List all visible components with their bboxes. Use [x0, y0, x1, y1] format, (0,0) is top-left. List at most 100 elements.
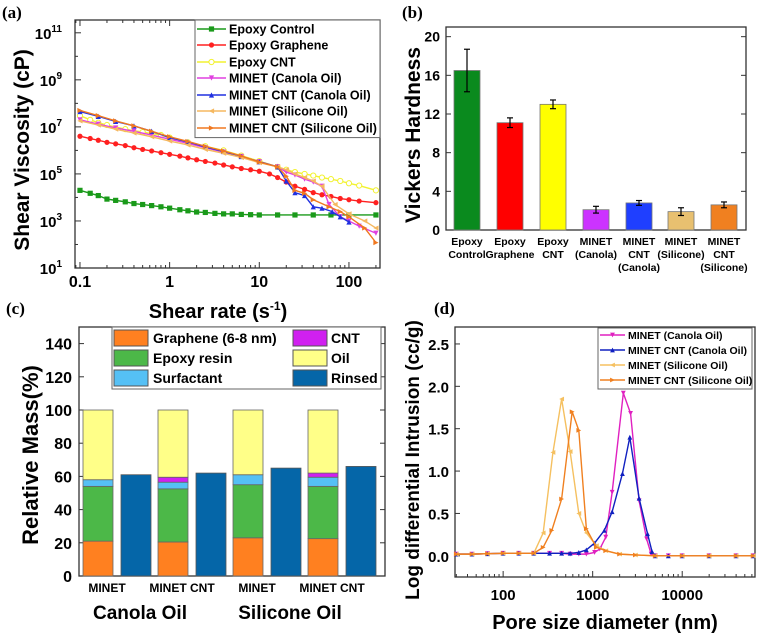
data-point — [104, 139, 110, 145]
data-point — [274, 174, 281, 181]
data-point — [292, 190, 298, 196]
data-point — [356, 198, 362, 204]
data-point — [131, 145, 137, 151]
data-point — [733, 553, 739, 559]
data-point — [248, 212, 254, 218]
data-point — [319, 205, 325, 211]
data-point — [373, 200, 379, 206]
y-tick-label: 1.0 — [428, 464, 449, 481]
y-tick-label: 12 — [424, 106, 440, 122]
error-bar — [678, 207, 684, 217]
data-point — [337, 177, 344, 185]
y-tick-label: 120 — [45, 370, 72, 387]
legend-swatch — [113, 349, 149, 367]
data-point — [567, 550, 573, 556]
data-point — [356, 182, 363, 189]
legend-marker — [610, 362, 615, 368]
data-point — [221, 150, 227, 156]
y-tick-label: 60 — [54, 469, 72, 486]
data-point — [649, 549, 655, 554]
y-tick-label: 100 — [45, 403, 72, 420]
data-point — [256, 168, 262, 174]
data-point — [310, 190, 316, 196]
data-point — [318, 174, 326, 181]
data-point — [221, 211, 227, 217]
data-point — [185, 138, 191, 145]
data-point — [567, 449, 573, 454]
legend-label: CNT — [331, 330, 360, 346]
data-point — [122, 199, 128, 205]
data-point — [274, 212, 281, 218]
data-point — [167, 205, 173, 211]
x-tick-label: 0.1 — [69, 274, 91, 291]
legend-label: Rinsed — [331, 370, 378, 386]
data-point — [177, 153, 183, 159]
y-tick-label: 101 — [40, 259, 63, 278]
data-point — [167, 138, 173, 144]
data-point — [95, 137, 101, 143]
x-tick-label: Control — [448, 249, 485, 261]
panel-label-a: (a) — [2, 3, 22, 22]
error-bar — [593, 205, 599, 214]
data-point — [158, 204, 164, 210]
data-point — [113, 126, 119, 132]
legend-label: MINET (Silicone Oil) — [229, 105, 348, 119]
data-point — [500, 550, 506, 556]
stacked-segment — [307, 538, 339, 577]
data-point — [540, 544, 546, 550]
data-point — [256, 212, 262, 218]
y-axis-label: Relative Mass(%) — [18, 365, 43, 545]
data-point — [337, 195, 343, 202]
data-point — [636, 495, 642, 501]
x-tick-label: 10000 — [661, 587, 703, 604]
legend-marker — [610, 377, 615, 383]
data-point — [559, 550, 565, 556]
data-point — [140, 146, 146, 153]
stacked-segment — [157, 476, 189, 483]
data-point — [319, 192, 325, 198]
legend-marker — [208, 75, 215, 81]
data-point — [576, 427, 582, 433]
legend-marker — [208, 108, 215, 114]
bar — [453, 70, 481, 231]
data-point — [310, 172, 317, 179]
data-point — [345, 180, 353, 187]
legend-marker — [208, 92, 215, 98]
legend-label: MINET (Canola Oil) — [229, 72, 342, 86]
data-point — [185, 155, 191, 161]
data-point — [644, 536, 649, 542]
x-tick-label: MINET CNT — [149, 581, 215, 595]
x-axis-label: Pore size diameter (nm) — [492, 612, 718, 634]
legend-label: Graphene (6-8 nm) — [153, 330, 277, 346]
data-point — [266, 171, 273, 177]
data-point — [167, 134, 173, 140]
plot-area-b — [445, 26, 747, 231]
data-point — [531, 550, 537, 556]
group-label: Canola Oil — [93, 603, 187, 624]
data-point — [332, 201, 338, 208]
data-point — [202, 158, 208, 165]
data-point — [706, 553, 712, 559]
panel-label-c: (c) — [6, 299, 25, 318]
y-tick-label: 1011 — [35, 24, 63, 43]
data-point — [550, 450, 556, 455]
stacked-segment — [307, 476, 339, 487]
data-point — [645, 531, 650, 537]
x-tick-label: (Silicone) — [700, 262, 747, 274]
data-point — [238, 153, 244, 159]
stacked-segment — [232, 484, 264, 539]
data-point — [149, 148, 155, 154]
data-point — [540, 530, 546, 536]
data-point — [329, 208, 335, 215]
series-3 — [453, 409, 756, 559]
stacked-segment — [232, 409, 264, 476]
data-point — [113, 141, 119, 147]
data-point — [248, 167, 254, 173]
data-point — [158, 150, 164, 156]
rinsed-bar — [120, 474, 152, 577]
data-point — [362, 225, 368, 231]
data-point — [569, 409, 575, 415]
legend-swatch — [113, 369, 149, 387]
y-tick-label: 105 — [40, 165, 63, 184]
data-point — [229, 211, 235, 217]
